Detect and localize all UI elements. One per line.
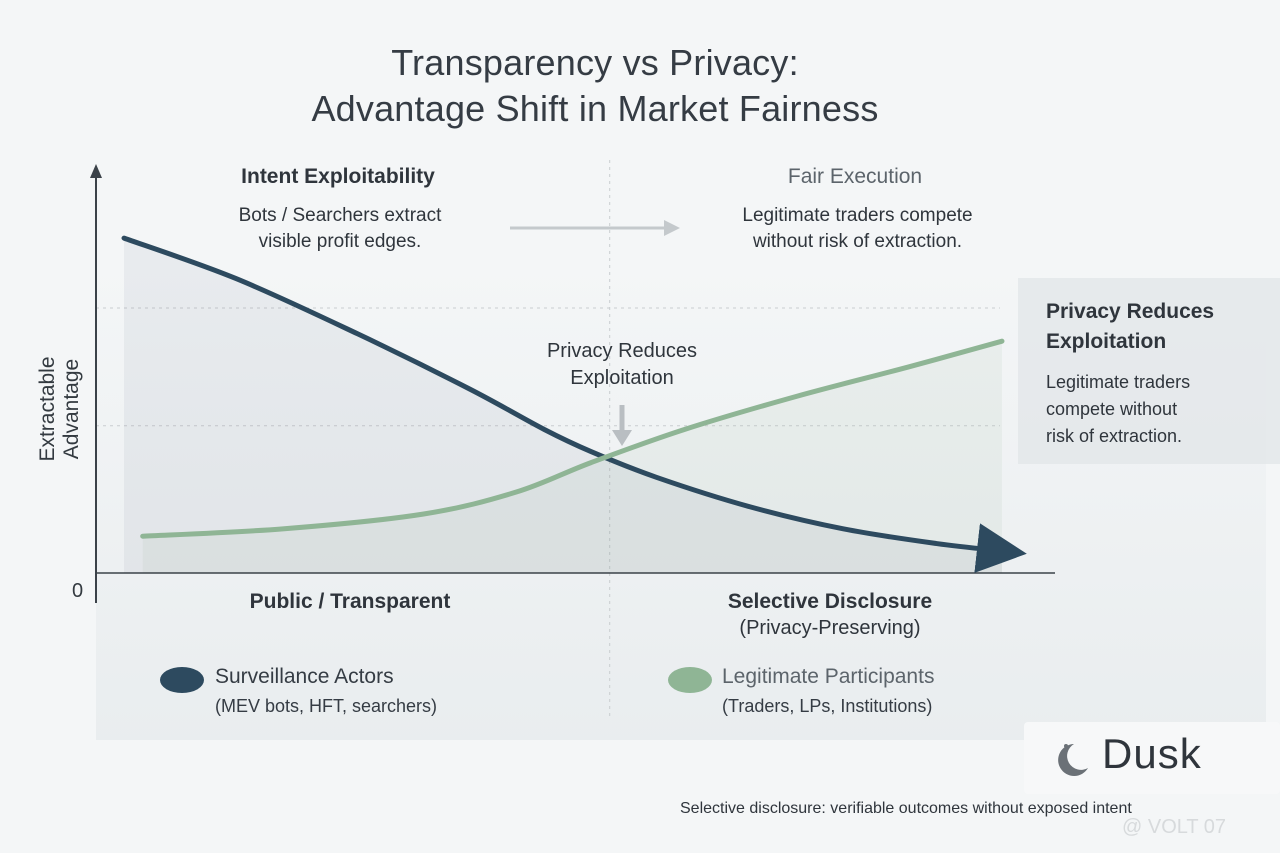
side-callout-box	[1018, 278, 1280, 464]
side-callout-heading-line-2: Exploitation	[1046, 330, 1167, 353]
watermark: @ VOLT 07	[1122, 816, 1227, 838]
side-callout-text-line-1: Legitimate traders	[1046, 372, 1191, 392]
legend-name-surveillance: Surveillance Actors	[215, 665, 394, 688]
legend-swatch-surveillance	[160, 667, 204, 693]
horizontal-arrow-icon	[510, 220, 680, 236]
horizontal-arrow-head	[664, 220, 680, 236]
axes	[90, 164, 1055, 603]
side-callout-text-line-2: compete without	[1046, 399, 1178, 419]
right-region-subtitle-line-1: Legitimate traders compete	[742, 205, 973, 226]
y-axis-arrow-icon	[90, 164, 102, 178]
right-region-subtitle: Legitimate traders compete without risk …	[680, 203, 1035, 255]
left-region-subtitle-line-2: visible profit edges.	[258, 231, 422, 252]
footnote: Selective disclosure: verifiable outcome…	[680, 800, 1132, 817]
center-annotation-line-1: Privacy Reduces	[547, 340, 697, 362]
legend-name-legitimate: Legitimate Participants	[722, 665, 935, 688]
side-callout-text-line-3: risk of extraction.	[1046, 426, 1183, 446]
y-axis-label: Extractable Advantage	[36, 356, 83, 462]
area-fill-1	[124, 238, 1002, 573]
chart-title-line-2: Advantage Shift in Market Fairness	[311, 88, 879, 129]
legend-swatch-legitimate	[668, 667, 712, 693]
series-line-1	[121, 235, 1027, 573]
series-lines	[121, 235, 1027, 573]
left-region-heading: Intent Exploitability	[241, 165, 435, 188]
left-region-subtitle: Bots / Searchers extract visible profit …	[170, 203, 510, 255]
down-arrow-icon	[612, 405, 632, 446]
side-callout-heading: Privacy Reduces Exploitation	[1046, 297, 1276, 357]
side-callout-heading-line-1: Privacy Reduces	[1046, 300, 1215, 323]
legend-description-surveillance: (MEV bots, HFT, searchers)	[215, 696, 438, 716]
annotations	[510, 220, 680, 446]
right-region-subtitle-line-2: without risk of extraction.	[752, 231, 963, 252]
left-region-subtitle-line-1: Bots / Searchers extract	[238, 205, 442, 226]
center-annotation-line-2: Exploitation	[570, 367, 673, 389]
down-arrow-head	[612, 430, 632, 446]
chart-title-line-1: Transparency vs Privacy:	[391, 42, 799, 83]
legend-description-legitimate: (Traders, LPs, Institutions)	[722, 696, 933, 716]
moon-logo-icon	[1058, 744, 1088, 776]
x-category-right-sublabel: (Privacy-Preserving)	[739, 617, 921, 639]
x-category-left: Public / Transparent	[249, 590, 451, 613]
series-line-2	[140, 338, 1005, 539]
x-category-right: Selective Disclosure	[727, 590, 933, 613]
y-tick-zero: 0	[72, 580, 84, 602]
logo-wordmark: Dusk	[1102, 730, 1202, 777]
right-region-heading: Fair Execution	[787, 165, 923, 188]
side-callout-text: Legitimate traders compete without risk …	[1046, 369, 1266, 450]
grid-lines	[96, 160, 1000, 720]
